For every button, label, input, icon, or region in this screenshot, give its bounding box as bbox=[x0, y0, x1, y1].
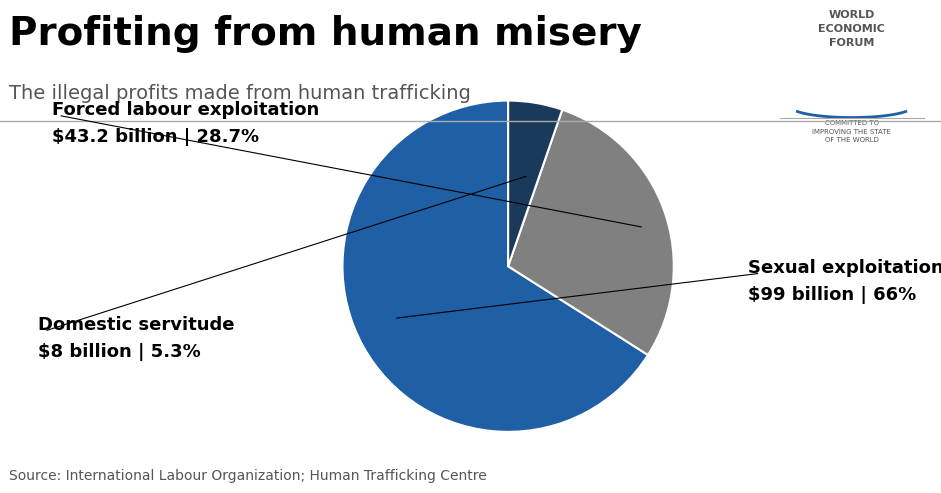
Text: COMMITTED TO
IMPROVING THE STATE
OF THE WORLD: COMMITTED TO IMPROVING THE STATE OF THE … bbox=[812, 120, 891, 143]
Text: $99 billion | 66%: $99 billion | 66% bbox=[748, 286, 917, 304]
Text: Source: International Labour Organization; Human Trafficking Centre: Source: International Labour Organizatio… bbox=[9, 469, 487, 483]
Wedge shape bbox=[343, 101, 648, 432]
Text: The illegal profits made from human trafficking: The illegal profits made from human traf… bbox=[9, 84, 471, 103]
Text: Forced labour exploitation: Forced labour exploitation bbox=[52, 101, 319, 119]
Wedge shape bbox=[508, 109, 674, 355]
Wedge shape bbox=[508, 101, 563, 266]
Text: $8 billion | 5.3%: $8 billion | 5.3% bbox=[38, 343, 200, 361]
Text: WORLD
ECONOMIC
FORUM: WORLD ECONOMIC FORUM bbox=[818, 10, 885, 48]
Text: $43.2 billion | 28.7%: $43.2 billion | 28.7% bbox=[52, 128, 259, 146]
Text: Sexual exploitation: Sexual exploitation bbox=[748, 259, 941, 277]
Text: Profiting from human misery: Profiting from human misery bbox=[9, 15, 643, 53]
Text: Domestic servitude: Domestic servitude bbox=[38, 316, 234, 334]
